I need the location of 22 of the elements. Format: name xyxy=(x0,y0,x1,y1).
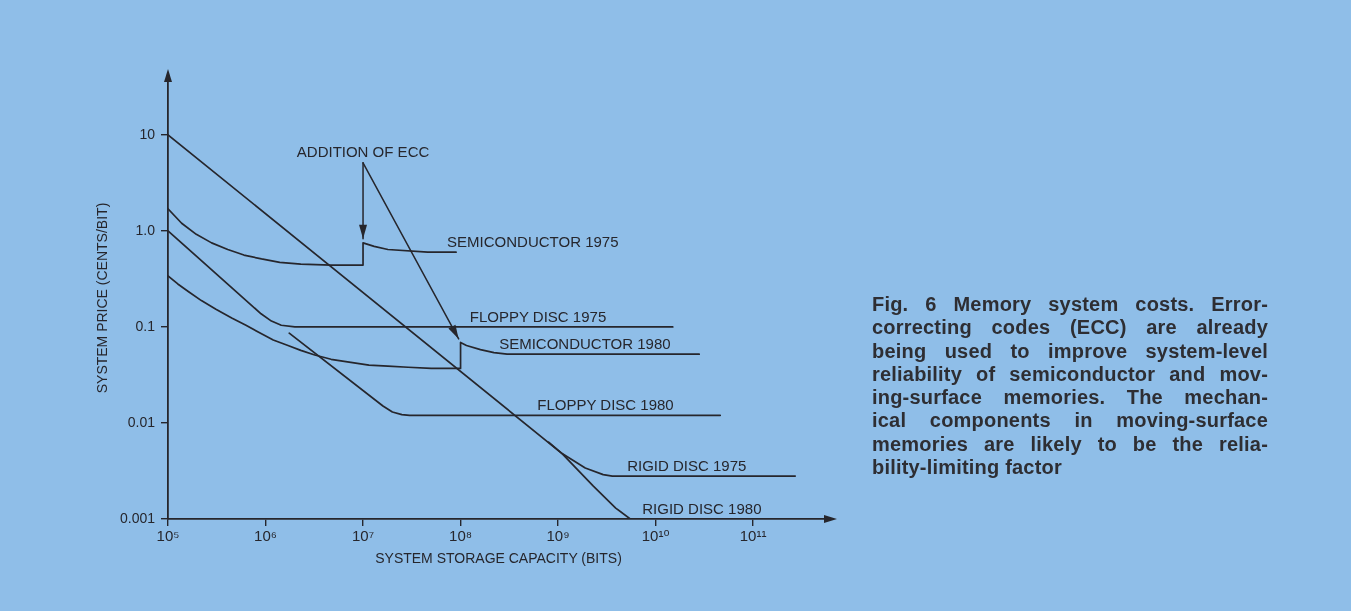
annotation: ADDITION OF ECC xyxy=(296,142,430,160)
x-tick-label: 10⁹ xyxy=(546,527,570,545)
y-tick-label: 10 xyxy=(139,125,156,142)
series-label: FLOPPY DISC 1980 xyxy=(537,396,674,414)
y-tick-label: 1.0 xyxy=(135,221,156,238)
x-tick-label: 10⁷ xyxy=(351,527,375,545)
y-tick-label: 0.001 xyxy=(119,509,156,526)
series-label: FLOPPY DISC 1975 xyxy=(469,307,607,325)
caption: Fig. 6 Memory system costs. Error- correcting codes (ECC) are already being used to improve system-level reliability of semiconductor and mov- ing-surface memories. The mechan- ical components in moving-surface memories are likely to be the relia- bility-limiting factor xyxy=(872,293,1268,480)
x-tick-label: 10⁶ xyxy=(254,527,277,545)
x-tick-label: 10⁵ xyxy=(156,527,180,545)
series-label: RIGID DISC 1980 xyxy=(642,500,762,517)
series-label: SEMICONDUCTOR 1975 xyxy=(447,233,619,251)
x-tick-label: 10¹⁰ xyxy=(641,527,670,545)
series-label: SEMICONDUCTOR 1980 xyxy=(499,335,671,353)
series-label: RIGID DISC 1975 xyxy=(627,457,747,475)
x-axis-title: SYSTEM STORAGE CAPACITY (BITS) xyxy=(375,550,622,567)
y-axis-title: SYSTEM PRICE (CENTS/BIT) xyxy=(94,202,111,394)
y-tick-label: 0.01 xyxy=(127,413,156,430)
x-tick-label: 10⁸ xyxy=(449,527,473,545)
y-tick-label: 0.1 xyxy=(135,317,156,334)
x-tick-label: 10¹¹ xyxy=(739,527,767,545)
